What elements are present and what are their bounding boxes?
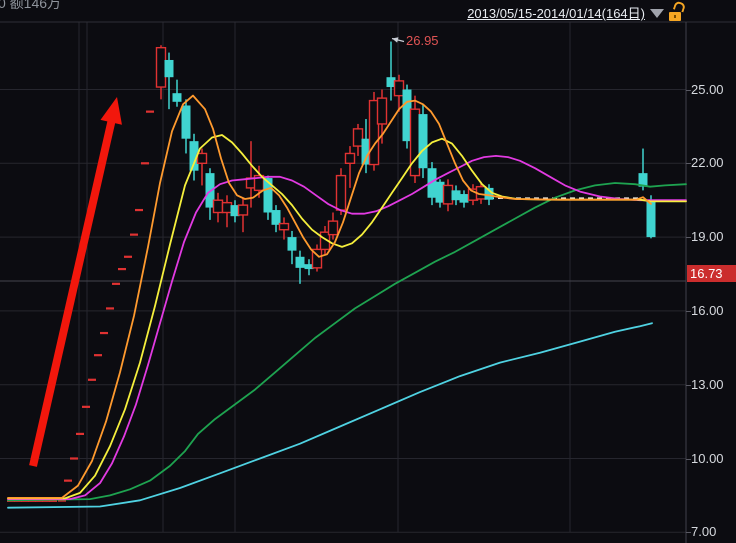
ma-magenta-line [7, 154, 687, 501]
limit-dash-candle [106, 307, 114, 310]
limit-dash-candle [100, 331, 108, 335]
y-tick-mark [686, 89, 691, 91]
y-tick-mark [686, 458, 691, 460]
up-candle [335, 174, 347, 211]
down-candle [638, 173, 648, 187]
limit-dash-candle [49, 499, 57, 502]
candlestick-series [7, 41, 656, 502]
lock-keyhole [674, 14, 676, 18]
limit-dash-candle [130, 233, 138, 236]
down-candle [189, 141, 199, 171]
peak-price-label: 26.95 [406, 33, 439, 48]
down-candle [361, 138, 371, 165]
down-candle [484, 187, 494, 200]
limit-dash-candle [88, 378, 96, 381]
y-tick-mark [686, 237, 691, 239]
ma-lines [7, 94, 687, 509]
down-candle [427, 168, 437, 198]
down-candle [459, 194, 469, 203]
y-tick-mark [686, 532, 691, 534]
up-candle [352, 128, 364, 147]
down-candle [402, 89, 412, 142]
y-tick-label: 22.00 [691, 155, 724, 171]
limit-dash-candle [141, 162, 149, 165]
down-candle [386, 77, 396, 88]
up-candle [196, 152, 208, 165]
limit-dash-candle [118, 267, 126, 271]
peak-pointer-annotation [391, 37, 405, 43]
date-range-control[interactable]: 2013/05/15-2014/01/14(164日) [467, 0, 687, 22]
trend-arrow-annotation [29, 97, 122, 467]
limit-dash-candle [112, 282, 120, 285]
limit-dash-candle [124, 255, 132, 258]
y-tick-label: 13.00 [691, 376, 724, 392]
limit-dash-candle [76, 432, 84, 435]
limit-dash-candle [42, 499, 50, 502]
up-candle [368, 99, 380, 166]
limit-dash-candle [58, 499, 66, 502]
down-candle [646, 201, 656, 238]
up-candle [409, 108, 421, 177]
limit-dash-candle [94, 354, 102, 357]
limit-dash-candle [82, 405, 90, 408]
up-candle [393, 80, 405, 97]
y-tick-mark [686, 310, 691, 312]
y-tick-mark [686, 163, 691, 165]
down-candle [287, 237, 297, 251]
down-candle [230, 205, 240, 217]
down-candle [164, 59, 174, 78]
up-candle [376, 97, 388, 125]
price-marker-badge: 16.73 [687, 264, 736, 282]
up-candle [327, 220, 339, 236]
y-tick-label: 16.00 [691, 302, 724, 318]
turnover-info-text: 0 额146万 [0, 0, 62, 11]
up-candle [442, 184, 454, 205]
date-range-label[interactable]: 2013/05/15-2014/01/14(164日) [467, 6, 645, 21]
limit-dash-candle [135, 208, 143, 212]
up-candle [278, 222, 290, 231]
chevron-down-icon[interactable] [650, 9, 664, 18]
down-candle [451, 190, 461, 201]
up-candle [155, 46, 167, 88]
y-tick-label: 25.00 [691, 81, 724, 97]
up-candle [221, 201, 233, 214]
ma-orange-line [7, 94, 652, 499]
y-tick-label: 7.00 [691, 524, 717, 540]
up-candle [344, 152, 356, 165]
y-tick-mark [686, 384, 691, 386]
down-candle [304, 264, 314, 270]
down-candle [435, 181, 445, 203]
ma-cyan-long-line [7, 322, 653, 509]
down-candle [172, 93, 182, 102]
up-candle [212, 199, 224, 214]
down-candle [271, 210, 281, 225]
limit-dash-candle [35, 499, 43, 502]
down-candle [181, 105, 191, 139]
limit-dash-candle [70, 457, 78, 460]
y-tick-label: 19.00 [691, 229, 724, 245]
y-tick-label: 10.00 [691, 450, 724, 466]
down-candle [418, 114, 428, 169]
up-candle [311, 248, 323, 269]
ma-yellow-line [7, 134, 687, 500]
ma-green-line [7, 182, 687, 502]
down-candle [263, 178, 273, 213]
limit-dash-candle [146, 110, 154, 113]
unlock-icon[interactable] [669, 0, 687, 21]
up-candle [237, 204, 249, 216]
down-candle [295, 256, 305, 268]
limit-dash-candle [64, 479, 72, 482]
